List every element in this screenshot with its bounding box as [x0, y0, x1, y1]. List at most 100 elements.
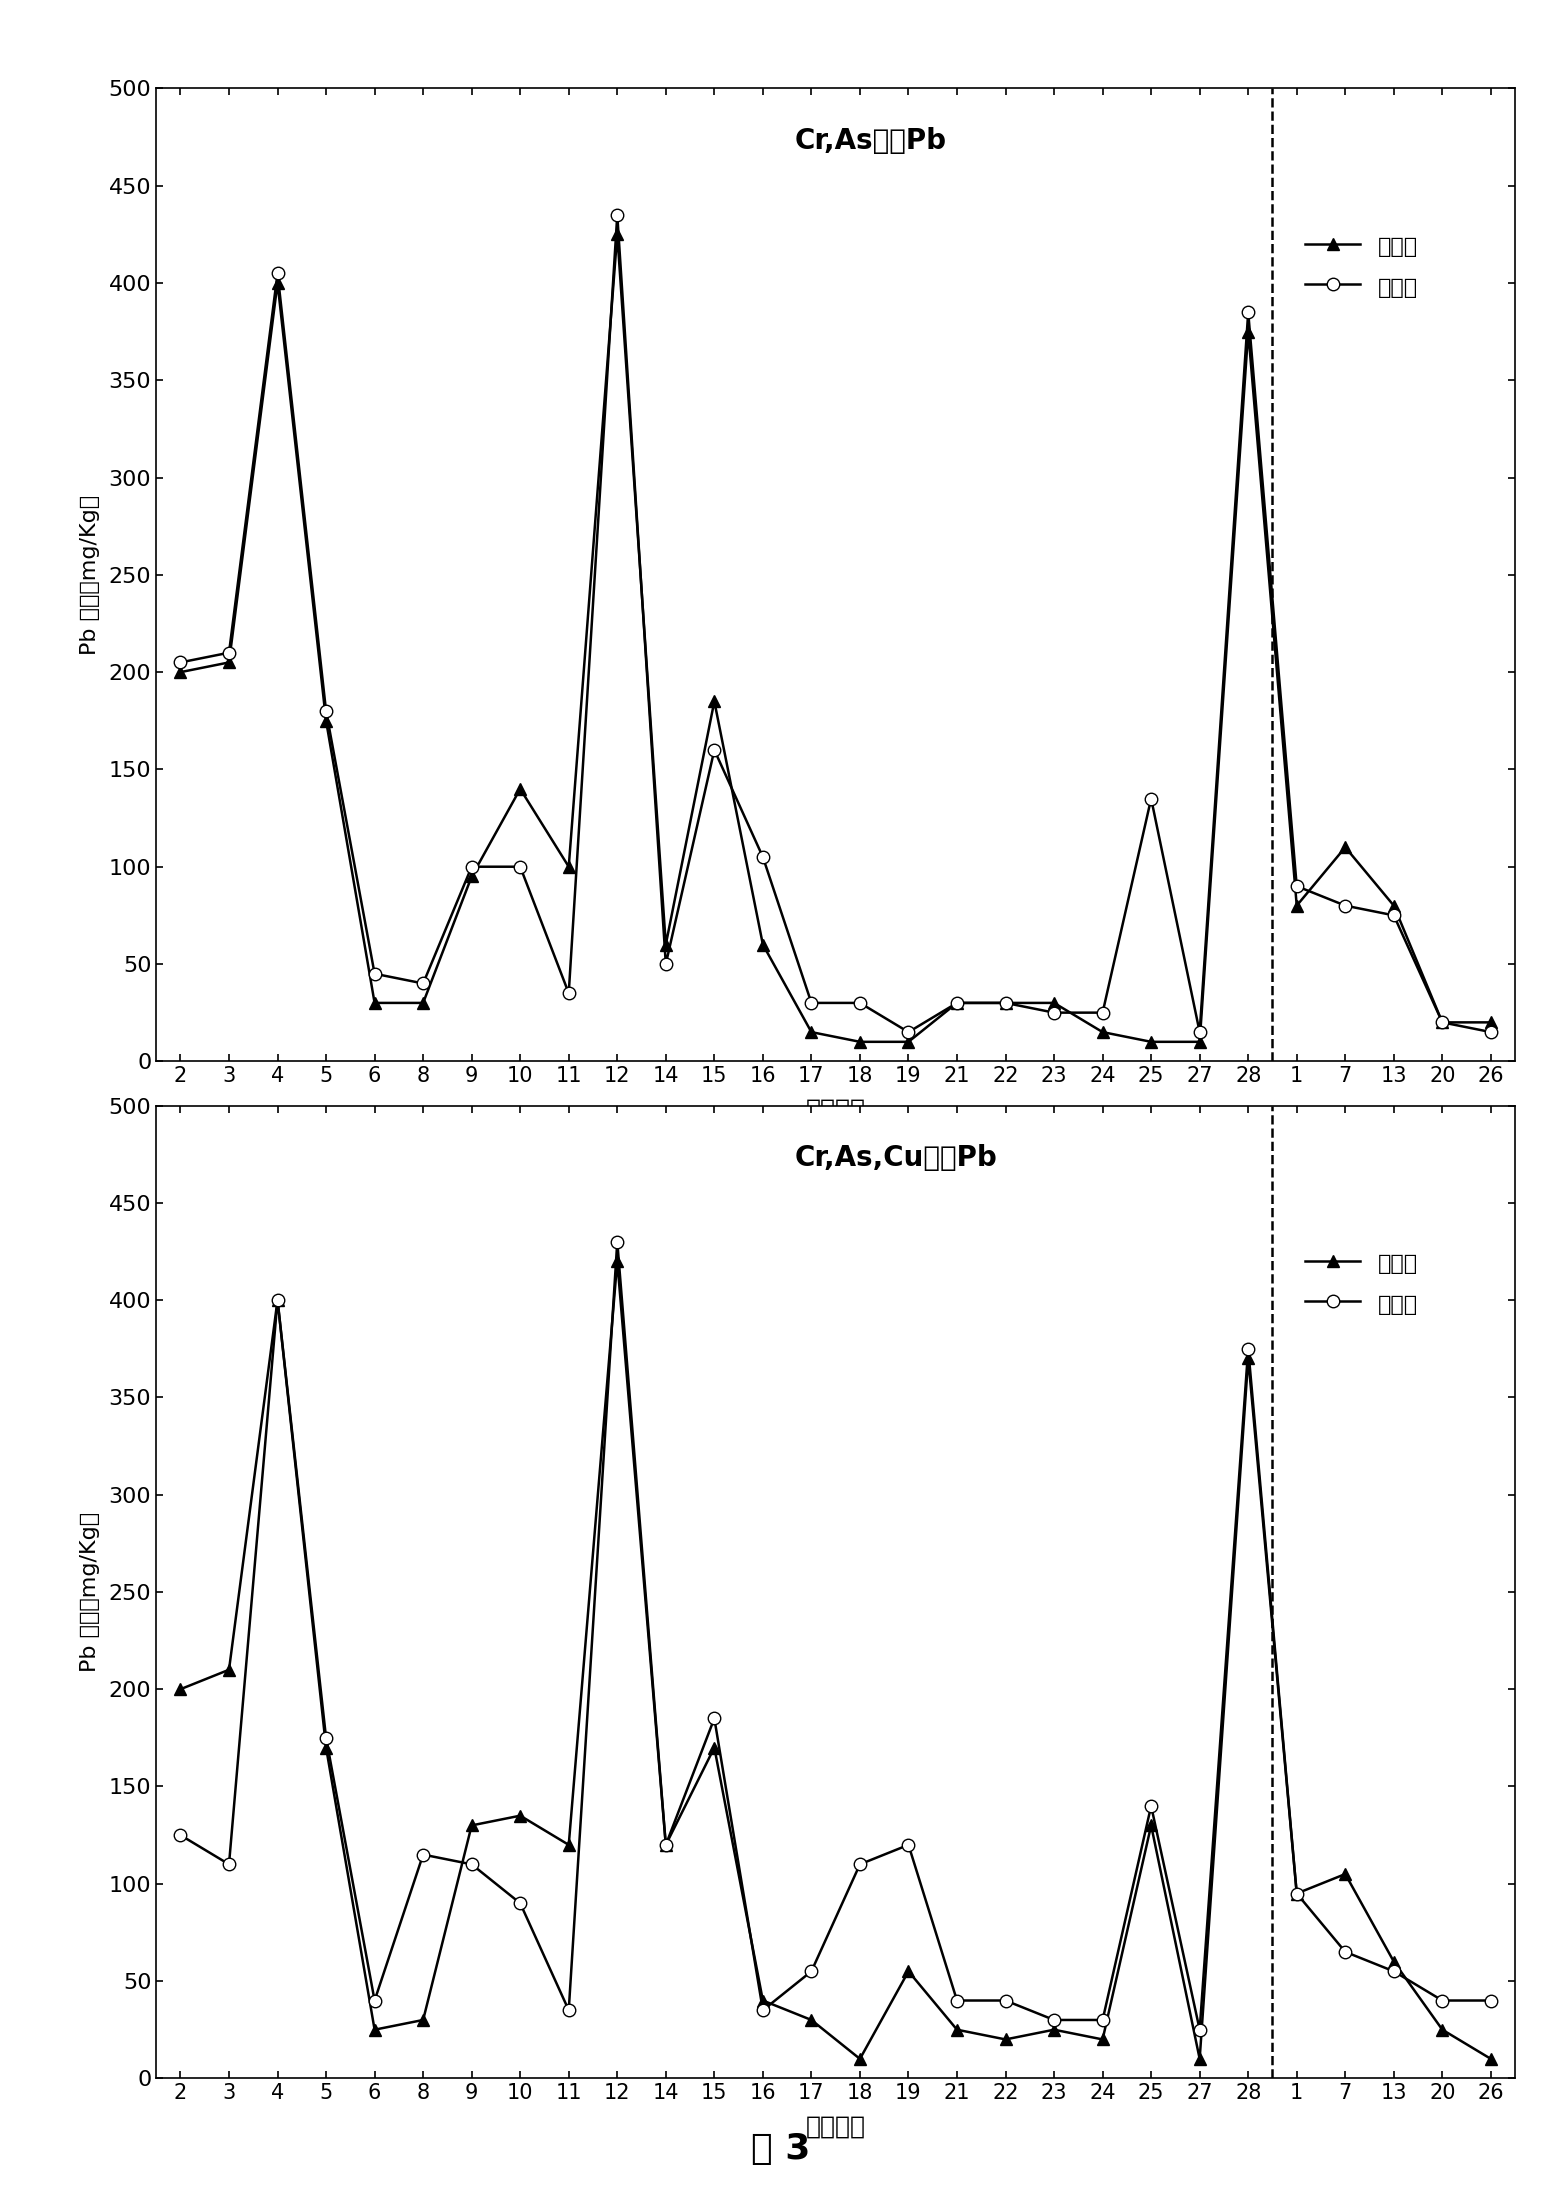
预测値: [948, 1988, 967, 2014]
预测値: [462, 1851, 481, 1877]
观测値: [1481, 1008, 1500, 1035]
预测値: [1287, 873, 1306, 900]
观测値: [656, 931, 675, 957]
预测値: [172, 650, 191, 677]
Text: Cr,As,Cu预测Pb: Cr,As,Cu预测Pb: [795, 1145, 998, 1172]
观测値: [559, 1831, 578, 1857]
观测値: [366, 991, 384, 1017]
观测値: [608, 1247, 626, 1274]
预测値: [997, 1988, 1015, 2014]
X-axis label: 取样位置: 取样位置: [806, 2114, 865, 2138]
观测値: [559, 853, 578, 880]
预测値: [269, 261, 287, 287]
预测値: [1190, 1019, 1209, 1046]
观测値: [1190, 1028, 1209, 1055]
预测値: [900, 1831, 918, 1857]
观测値: [220, 650, 239, 677]
预测値: [753, 845, 772, 871]
观测値: [801, 1019, 820, 1046]
预测値: [1336, 1939, 1354, 1966]
Line: 预测値: 预测値: [175, 208, 1496, 1039]
预测値: [269, 1287, 287, 1313]
观测値: [1287, 893, 1306, 920]
观测値: [1045, 2016, 1064, 2043]
预测値: [608, 201, 626, 228]
预测値: [317, 1725, 336, 1751]
预测値: [608, 1229, 626, 1256]
观测値: [317, 708, 336, 734]
观测値: [1432, 2016, 1451, 2043]
预测値: [414, 971, 433, 997]
预测値: [997, 991, 1015, 1017]
预测値: [366, 1988, 384, 2014]
观测値: [1239, 318, 1257, 345]
观测値: [1093, 1019, 1112, 1046]
观测値: [1384, 893, 1403, 920]
观测値: [900, 1959, 918, 1985]
预测値: [948, 991, 967, 1017]
预测値: [801, 1959, 820, 1985]
观测値: [269, 270, 287, 296]
预测値: [559, 1997, 578, 2023]
Legend: 观测値, 预测値: 观测値, 预测値: [1287, 217, 1435, 316]
观测値: [948, 991, 967, 1017]
观测値: [414, 991, 433, 1017]
预测値: [1239, 298, 1257, 325]
观测値: [172, 659, 191, 685]
观测値: [801, 2008, 820, 2034]
预测値: [511, 1890, 530, 1917]
观测値: [511, 1802, 530, 1828]
预测値: [1384, 1959, 1403, 1985]
X-axis label: 取样位置: 取样位置: [806, 1097, 865, 1121]
Text: Cr,As预测Pb: Cr,As预测Pb: [795, 128, 947, 155]
Y-axis label: Pb 含量（mg/Kg）: Pb 含量（mg/Kg）: [80, 495, 100, 654]
预测値: [1336, 893, 1354, 920]
预测値: [1142, 1793, 1161, 1820]
预测値: [220, 639, 239, 666]
观测値: [1336, 1862, 1354, 1888]
观测値: [1481, 2045, 1500, 2072]
预测値: [704, 1705, 723, 1731]
观测値: [753, 1988, 772, 2014]
观测値: [704, 1733, 723, 1760]
观测値: [1239, 1344, 1257, 1371]
预测値: [851, 991, 870, 1017]
预测値: [656, 1831, 675, 1857]
观测値: [900, 1028, 918, 1055]
预测値: [511, 853, 530, 880]
预测値: [220, 1851, 239, 1877]
预测値: [801, 991, 820, 1017]
Line: 观测値: 观测値: [175, 228, 1496, 1048]
预测値: [1384, 902, 1403, 929]
观测値: [269, 1287, 287, 1313]
预测値: [1045, 999, 1064, 1026]
观测値: [997, 991, 1015, 1017]
预测値: [1239, 1335, 1257, 1362]
预测値: [704, 736, 723, 763]
预测値: [851, 1851, 870, 1877]
预测値: [462, 853, 481, 880]
预测値: [559, 979, 578, 1006]
观测値: [1384, 1948, 1403, 1974]
观测値: [1142, 1028, 1161, 1055]
观测値: [1045, 991, 1064, 1017]
观测値: [1142, 1813, 1161, 1840]
观测値: [1287, 1879, 1306, 1906]
预测値: [366, 960, 384, 986]
观测値: [317, 1733, 336, 1760]
观测値: [704, 688, 723, 714]
Line: 预测値: 预测値: [175, 1236, 1496, 2036]
观测値: [753, 931, 772, 957]
Text: 图 3: 图 3: [751, 2131, 811, 2167]
预测値: [1093, 2008, 1112, 2034]
预测値: [414, 1842, 433, 1868]
观测値: [511, 776, 530, 803]
预测値: [1481, 1019, 1500, 1046]
预测値: [1045, 2008, 1064, 2034]
观测値: [366, 2016, 384, 2043]
观测値: [1336, 834, 1354, 860]
观测値: [172, 1676, 191, 1702]
观测値: [948, 2016, 967, 2043]
观测値: [851, 2045, 870, 2072]
观测値: [414, 2008, 433, 2034]
